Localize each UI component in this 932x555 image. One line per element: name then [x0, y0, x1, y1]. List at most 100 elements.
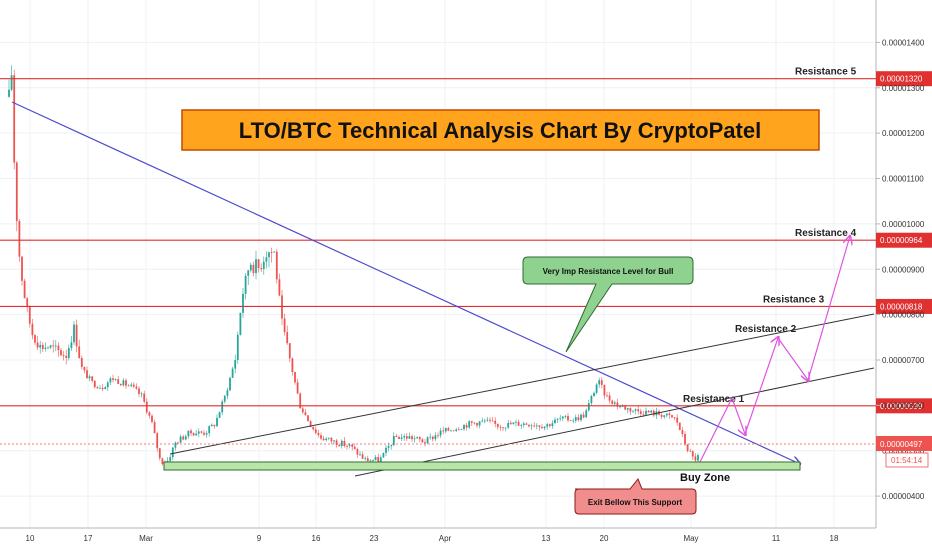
candle-body	[112, 378, 114, 380]
candle-body	[694, 456, 697, 461]
candle-body	[148, 412, 151, 416]
candle-body	[249, 264, 252, 271]
candle-body	[317, 432, 320, 436]
candle-body	[151, 415, 153, 423]
candle-body	[338, 444, 341, 447]
candle-body	[49, 345, 52, 348]
candle-body	[301, 408, 304, 413]
candle-body	[405, 436, 408, 439]
candle-body	[86, 370, 88, 379]
title-banner: LTO/BTC Technical Analysis Chart By Cryp…	[181, 109, 820, 151]
candle-body	[494, 420, 497, 424]
candle-body	[525, 423, 528, 425]
candle-body	[606, 395, 608, 397]
candle-body	[122, 380, 125, 386]
candle-body	[478, 421, 481, 426]
y-tick-label: 0.00001100	[882, 175, 924, 184]
projection-arrow-3	[808, 380, 809, 381]
candle-body	[286, 332, 289, 344]
candle-body	[169, 457, 172, 461]
candle-body	[681, 430, 684, 435]
candle-body	[15, 162, 18, 222]
candle-body	[624, 406, 627, 410]
candle-body	[403, 436, 406, 438]
candle-body	[88, 376, 91, 379]
candle-body	[73, 324, 75, 343]
candle-body	[543, 426, 546, 429]
candle-body	[580, 414, 582, 421]
candle-body	[512, 422, 515, 425]
y-tick-label: 0.00001000	[882, 220, 925, 229]
candle-body	[431, 436, 434, 440]
candle-body	[434, 435, 437, 440]
candle-body	[294, 372, 296, 383]
candle-body	[366, 458, 369, 462]
x-tick-label: 11	[772, 534, 781, 543]
candle-body	[8, 89, 10, 97]
resistance-price-tag	[876, 398, 932, 414]
resistance-price-label: 0.00001320	[880, 75, 923, 84]
candle-body	[190, 430, 192, 434]
candle-body	[99, 387, 101, 389]
resistance-label: Resistance 5	[795, 67, 857, 78]
resistance-price-label: 0.00000818	[880, 302, 923, 311]
candle-body	[486, 419, 489, 421]
candle-body	[39, 344, 42, 348]
candle-body	[634, 409, 637, 411]
candle-body	[320, 435, 322, 439]
candle-body	[52, 345, 55, 347]
candle-body	[327, 437, 330, 439]
candle-body	[673, 417, 676, 419]
candle-body	[548, 424, 551, 427]
candle-body	[361, 454, 364, 459]
candle-body	[158, 448, 161, 459]
candle-body	[385, 447, 387, 453]
candle-body	[429, 436, 432, 438]
candle-body	[343, 440, 346, 446]
candle-body	[444, 428, 447, 432]
candle-body	[221, 401, 224, 413]
candle-body	[489, 419, 491, 421]
y-tick-label: 0.00000800	[882, 311, 925, 320]
candle-body	[530, 425, 533, 427]
x-tick-label: 16	[312, 534, 321, 543]
y-tick-label: 0.00000900	[882, 265, 925, 274]
candle-body	[639, 411, 642, 414]
candle-body	[41, 344, 44, 349]
candle-body	[322, 438, 325, 441]
candle-body	[275, 251, 278, 280]
candle-body	[603, 384, 606, 396]
candle-body	[44, 347, 47, 349]
candle-body	[509, 422, 512, 425]
bull-note-text: Very Imp Resistance Level for Bull	[543, 267, 674, 276]
candle-body	[10, 75, 13, 90]
candle-body	[359, 454, 361, 456]
candle-body	[270, 252, 273, 253]
candle-body	[546, 424, 549, 427]
candle-body	[541, 427, 543, 429]
candle-body	[374, 457, 377, 461]
candle-body	[130, 384, 133, 386]
candle-body	[223, 395, 226, 402]
resistance-label: Resistance 4	[795, 228, 857, 239]
candle-body	[340, 440, 343, 447]
candle-body	[611, 400, 614, 404]
candle-body	[62, 355, 65, 356]
candle-body	[268, 252, 270, 258]
candle-body	[213, 424, 216, 427]
candle-body	[507, 422, 510, 428]
candle-body	[307, 415, 309, 422]
candle-body	[437, 435, 439, 437]
candle-body	[590, 396, 593, 404]
candle-body	[387, 446, 390, 448]
candle-body	[533, 425, 536, 427]
candle-body	[499, 426, 502, 428]
candle-body	[574, 417, 577, 421]
candle-body	[205, 433, 208, 435]
candle-body	[686, 444, 689, 451]
candle-body	[57, 345, 60, 351]
candle-body	[395, 435, 398, 438]
candle-body	[273, 251, 276, 253]
